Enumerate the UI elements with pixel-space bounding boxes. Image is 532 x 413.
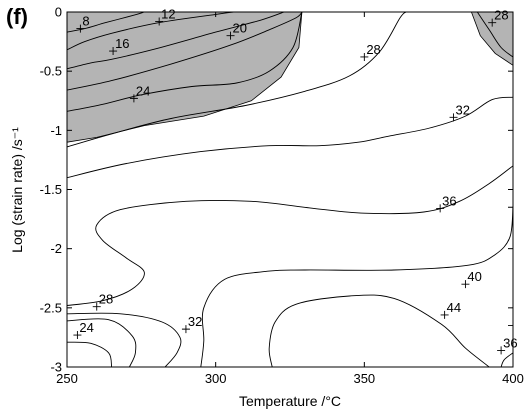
y-tick-label: -2.5 <box>40 300 62 315</box>
contour-label-32: 32 <box>188 314 202 329</box>
contour-marker-32 <box>181 325 190 334</box>
contour-line-28 <box>67 318 137 367</box>
contour-marker-8 <box>76 24 85 33</box>
contour-label-24: 24 <box>79 320 93 335</box>
contour-line-32 <box>67 96 513 179</box>
y-tick-label: -1.5 <box>40 182 62 197</box>
contour-label-24: 24 <box>136 83 150 98</box>
contour-line-40 <box>200 204 513 367</box>
x-tick-label: 350 <box>353 371 375 386</box>
contour-marker-28 <box>488 18 497 27</box>
contour-label-12: 12 <box>161 6 175 21</box>
contour-label-36: 36 <box>442 193 456 208</box>
y-tick-label: 0 <box>55 5 62 20</box>
contour-marker-12 <box>155 17 164 26</box>
contour-marker-24 <box>129 94 138 103</box>
contour-label-32: 32 <box>456 102 470 117</box>
contour-marker-28 <box>360 52 369 61</box>
contour-line-24 <box>67 341 113 367</box>
contour-marker-28 <box>92 302 101 311</box>
y-tick-label: -0.5 <box>40 64 62 79</box>
contour-line-24 <box>67 12 303 112</box>
x-tick-label: 300 <box>205 371 227 386</box>
contour-marker-44 <box>440 310 449 319</box>
edge-mark-lower <box>508 321 514 330</box>
contour-label-40: 40 <box>467 269 481 284</box>
contour-labels: 8 12 16 20 24 28 28 32 36 40 44 36 32 28 24 <box>73 6 518 355</box>
panel-label: (f) <box>6 4 28 29</box>
contour-label-16: 16 <box>115 36 129 51</box>
contour-marker-40 <box>461 280 470 289</box>
contour-marker-16 <box>109 47 118 56</box>
x-tick-label: 400 <box>502 371 524 386</box>
contour-line-44 <box>268 294 490 367</box>
contour-label-44: 44 <box>447 300 461 315</box>
contour-label-28: 28 <box>494 8 508 23</box>
instability-region-top-left <box>67 12 303 143</box>
contour-label-8: 8 <box>82 14 89 29</box>
contour-marker-24 <box>73 331 82 340</box>
contour-marker-32 <box>449 113 458 122</box>
contour-marker-36 <box>436 204 445 213</box>
instability-region-top-right <box>470 12 513 66</box>
contour-marker-36 <box>497 346 506 355</box>
contour-line-36 <box>500 352 513 367</box>
contour-line-28 <box>67 12 407 148</box>
contour-marker-20 <box>226 31 235 40</box>
y-tick-label: -2 <box>50 241 62 256</box>
contour-line-36 <box>67 165 513 306</box>
x-axis-label: Temperature /°C <box>239 393 341 409</box>
y-tick-label: -3 <box>50 360 62 375</box>
x-tick-label: 250 <box>56 371 78 386</box>
contour-line-12 <box>67 12 234 51</box>
axis-ticks: 250 300 350 400 0 -0.5 -1 -1.5 -2 -2.5 -3 <box>40 5 524 387</box>
contour-label-28: 28 <box>366 42 380 57</box>
edge-mark-upper <box>508 203 514 212</box>
contour-line-20 <box>67 12 303 91</box>
contour-line-8 <box>67 12 145 33</box>
contour-line-28 <box>476 12 513 58</box>
y-axis-label: Log (strain rate) /s⁻¹ <box>9 127 25 253</box>
shaded-regions <box>67 12 513 143</box>
contour-line-32 <box>67 312 182 367</box>
contour-label-28: 28 <box>99 292 113 307</box>
contour-label-36: 36 <box>503 335 517 350</box>
contour-label-20: 20 <box>233 21 247 36</box>
contour-line-16 <box>67 12 285 70</box>
y-tick-label: -1 <box>50 123 62 138</box>
